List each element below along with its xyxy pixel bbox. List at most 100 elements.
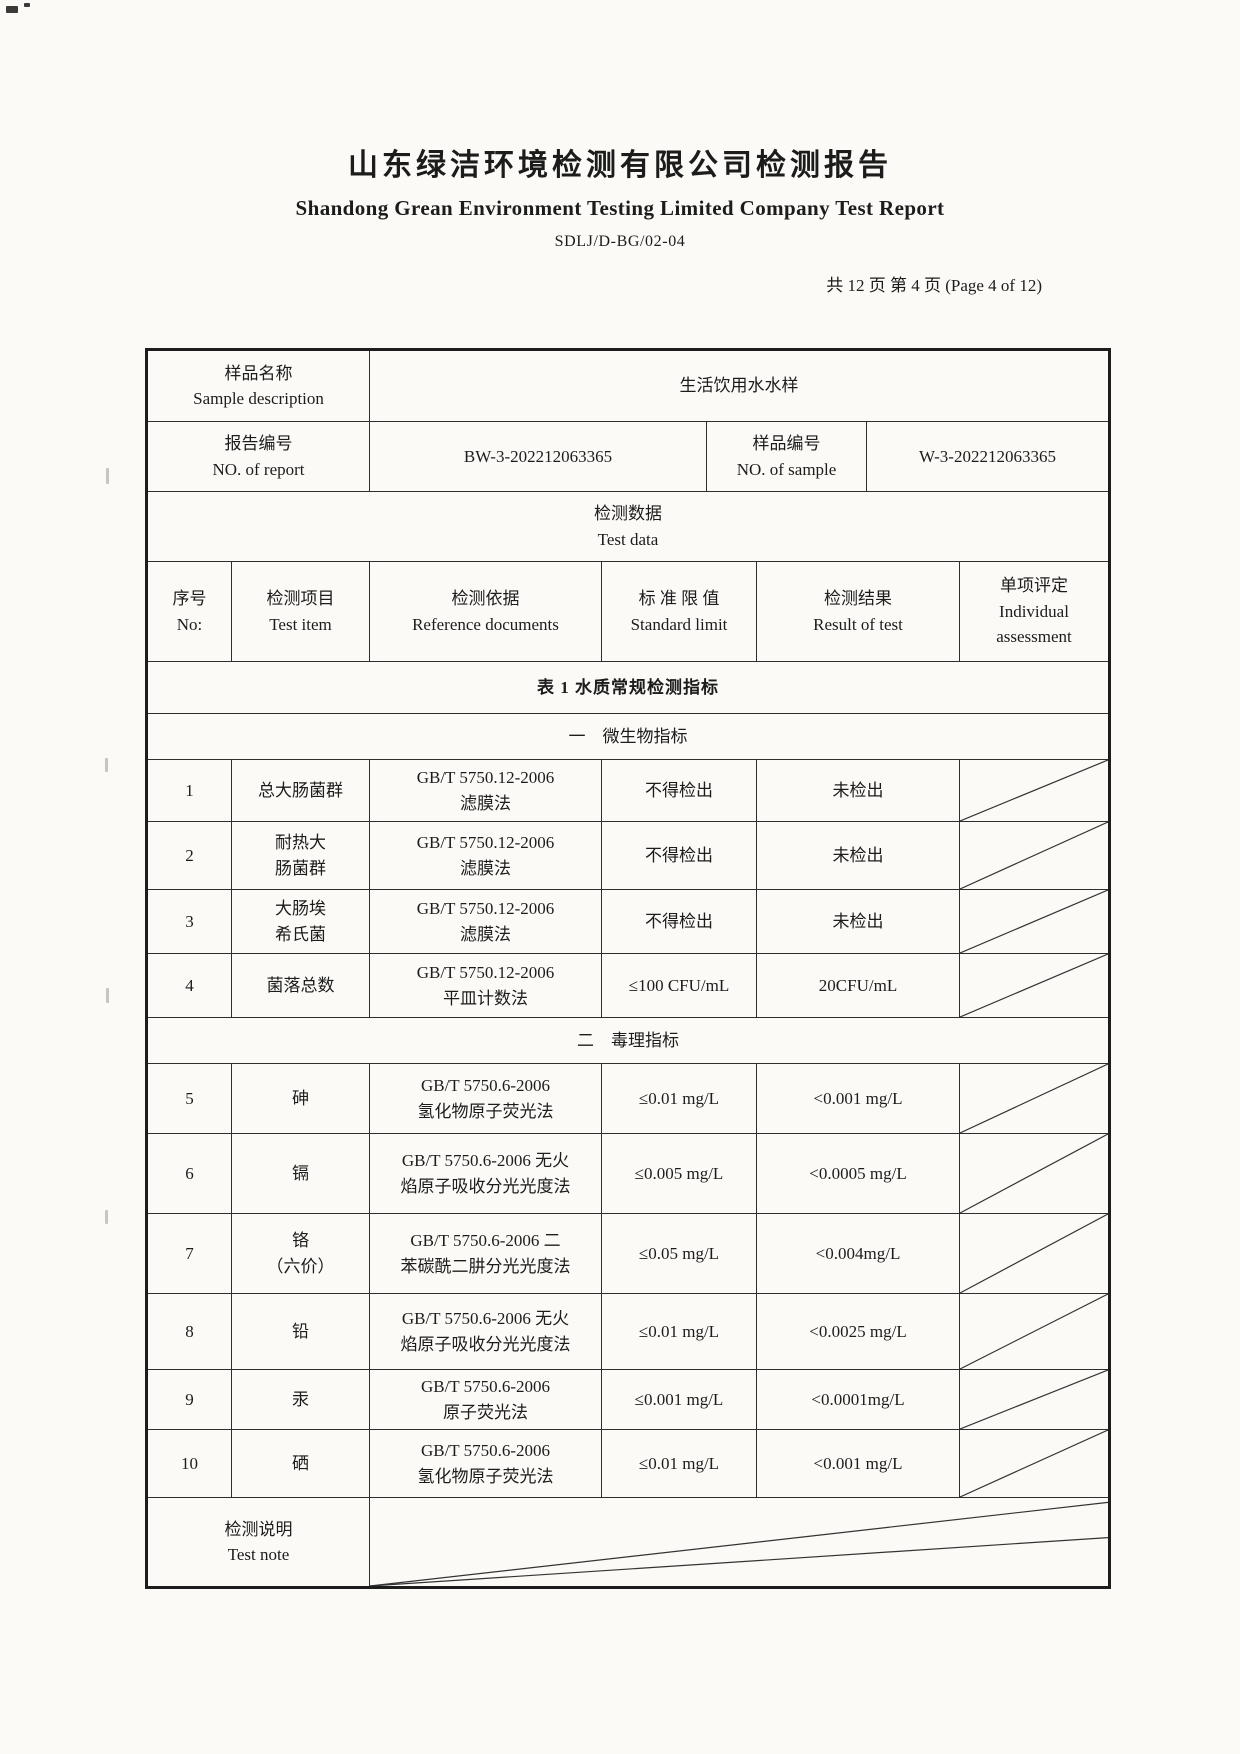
table-row: 9 汞 GB/T 5750.6-2006 原子荧光法 ≤0.001 mg/L <…: [146, 1369, 1110, 1430]
cell-no: 5: [146, 1063, 232, 1134]
cell-result: <0.004mg/L: [756, 1213, 960, 1294]
cell-item: 硒: [231, 1429, 370, 1498]
diagonal-slash: [960, 890, 1108, 953]
cell-no: 6: [146, 1133, 232, 1214]
cell-assessment: [959, 1429, 1110, 1498]
cell-reference: GB/T 5750.12-2006 平皿计数法: [369, 953, 602, 1018]
cell-limit: 不得检出: [601, 889, 757, 954]
cell-assessment: [959, 889, 1110, 954]
cell-no: 10: [146, 1429, 232, 1498]
cell-reference: GB/T 5750.6-2006 无火 焰原子吸收分光光度法: [369, 1293, 602, 1370]
test-data-banner-row: 检测数据 Test data: [146, 491, 1110, 562]
cell-result: 20CFU/mL: [756, 953, 960, 1018]
sample-no-value: W-3-202212063365: [866, 421, 1110, 492]
cell-assessment: [959, 821, 1110, 890]
cell-assessment: [959, 1063, 1110, 1134]
diagonal-slash: [960, 1294, 1108, 1369]
cell-no: 9: [146, 1369, 232, 1430]
scan-artifact: [105, 1210, 108, 1224]
cell-item: 菌落总数: [231, 953, 370, 1018]
cell-reference: GB/T 5750.12-2006 滤膜法: [369, 759, 602, 822]
cell-reference: GB/T 5750.6-2006 氢化物原子荧光法: [369, 1429, 602, 1498]
col-header-item: 检测项目 Test item: [231, 561, 370, 662]
document-code: SDLJ/D-BG/02-04: [554, 233, 686, 250]
sample-description-value: 生活饮用水水样: [369, 349, 1110, 422]
cell-assessment: [959, 953, 1110, 1018]
cell-result: <0.0005 mg/L: [756, 1133, 960, 1214]
diagonal-slash: [960, 1214, 1108, 1293]
cell-no: 1: [146, 759, 232, 822]
cell-limit: 不得检出: [601, 821, 757, 890]
scan-artifact: [105, 758, 108, 772]
page-number-info: 共 12 页 第 4 页 (Page 4 of 12): [826, 276, 1042, 295]
cell-limit: ≤0.01 mg/L: [601, 1063, 757, 1134]
cell-assessment: [959, 759, 1110, 822]
cell-item: 大肠埃 希氏菌: [231, 889, 370, 954]
table-row: 2 耐热大 肠菌群 GB/T 5750.12-2006 滤膜法 不得检出 未检出: [146, 821, 1110, 890]
cell-no: 2: [146, 821, 232, 890]
sample-description-label: 样品名称 Sample description: [146, 349, 370, 422]
cell-no: 7: [146, 1213, 232, 1294]
column-header-row: 序号 No: 检测项目 Test item 检测依据 Reference doc…: [146, 561, 1110, 662]
test-note-blank: [369, 1497, 1110, 1588]
col-header-no: 序号 No:: [146, 561, 232, 662]
cell-result: 未检出: [756, 889, 960, 954]
cell-item: 铅: [231, 1293, 370, 1370]
cell-item: 总大肠菌群: [231, 759, 370, 822]
cell-result: <0.001 mg/L: [756, 1429, 960, 1498]
cell-item: 镉: [231, 1133, 370, 1214]
col-header-result: 检测结果 Result of test: [756, 561, 960, 662]
cell-reference: GB/T 5750.6-2006 氢化物原子荧光法: [369, 1063, 602, 1134]
cell-reference: GB/T 5750.6-2006 二 苯碳酰二肼分光光度法: [369, 1213, 602, 1294]
sample-description-row: 样品名称 Sample description 生活饮用水水样: [146, 349, 1110, 422]
scan-artifact: [6, 6, 18, 13]
diagonal-slash: [960, 760, 1108, 821]
report-no-value: BW-3-202212063365: [369, 421, 707, 492]
cell-limit: ≤0.005 mg/L: [601, 1133, 757, 1214]
test-note-label: 检测说明 Test note: [146, 1497, 370, 1588]
report-title-cn: 山东绿洁环境检测有限公司检测报告: [348, 149, 892, 182]
diagonal-slash: [960, 1370, 1108, 1429]
diagonal-wedge: [370, 1498, 1108, 1586]
report-title-en: Shandong Grean Environment Testing Limit…: [295, 196, 945, 220]
table1-title-row: 表 1 水质常规检测指标: [146, 661, 1110, 714]
scan-artifact: [106, 468, 109, 484]
test-note-row: 检测说明 Test note: [146, 1497, 1110, 1588]
table-row: 10 硒 GB/T 5750.6-2006 氢化物原子荧光法 ≤0.01 mg/…: [146, 1429, 1110, 1498]
table-row: 6 镉 GB/T 5750.6-2006 无火 焰原子吸收分光光度法 ≤0.00…: [146, 1133, 1110, 1214]
cell-limit: ≤100 CFU/mL: [601, 953, 757, 1018]
cell-no: 4: [146, 953, 232, 1018]
scan-artifact: [24, 3, 30, 7]
col-header-reference: 检测依据 Reference documents: [369, 561, 602, 662]
cell-assessment: [959, 1213, 1110, 1294]
cell-item: 汞: [231, 1369, 370, 1430]
report-number-row: 报告编号 NO. of report BW-3-202212063365 样品编…: [146, 421, 1110, 492]
test-report-table: 样品名称 Sample description 生活饮用水水样 报告编号 NO.…: [145, 348, 1111, 1589]
diagonal-slash: [960, 822, 1108, 889]
sample-no-label: 样品编号 NO. of sample: [706, 421, 867, 492]
section-microbiological: 一 微生物指标: [146, 713, 1110, 760]
cell-result: <0.001 mg/L: [756, 1063, 960, 1134]
diagonal-slash: [960, 954, 1108, 1017]
cell-limit: ≤0.01 mg/L: [601, 1293, 757, 1370]
table-row: 3 大肠埃 希氏菌 GB/T 5750.12-2006 滤膜法 不得检出 未检出: [146, 889, 1110, 954]
cell-result: <0.0025 mg/L: [756, 1293, 960, 1370]
cell-result: 未检出: [756, 759, 960, 822]
cell-result: 未检出: [756, 821, 960, 890]
col-header-limit: 标 准 限 值 Standard limit: [601, 561, 757, 662]
section-label: 一 微生物指标: [146, 713, 1110, 760]
cell-limit: ≤0.01 mg/L: [601, 1429, 757, 1498]
cell-item: 铬 （六价）: [231, 1213, 370, 1294]
test-data-banner: 检测数据 Test data: [146, 491, 1110, 562]
cell-item: 耐热大 肠菌群: [231, 821, 370, 890]
cell-assessment: [959, 1369, 1110, 1430]
table-row: 8 铅 GB/T 5750.6-2006 无火 焰原子吸收分光光度法 ≤0.01…: [146, 1293, 1110, 1370]
table-row: 4 菌落总数 GB/T 5750.12-2006 平皿计数法 ≤100 CFU/…: [146, 953, 1110, 1018]
col-header-assessment: 单项评定 Individual assessment: [959, 561, 1110, 662]
table-row: 5 砷 GB/T 5750.6-2006 氢化物原子荧光法 ≤0.01 mg/L…: [146, 1063, 1110, 1134]
cell-item: 砷: [231, 1063, 370, 1134]
cell-limit: ≤0.05 mg/L: [601, 1213, 757, 1294]
cell-reference: GB/T 5750.6-2006 无火 焰原子吸收分光光度法: [369, 1133, 602, 1214]
section-label: 二 毒理指标: [146, 1017, 1110, 1064]
diagonal-slash: [960, 1134, 1108, 1213]
